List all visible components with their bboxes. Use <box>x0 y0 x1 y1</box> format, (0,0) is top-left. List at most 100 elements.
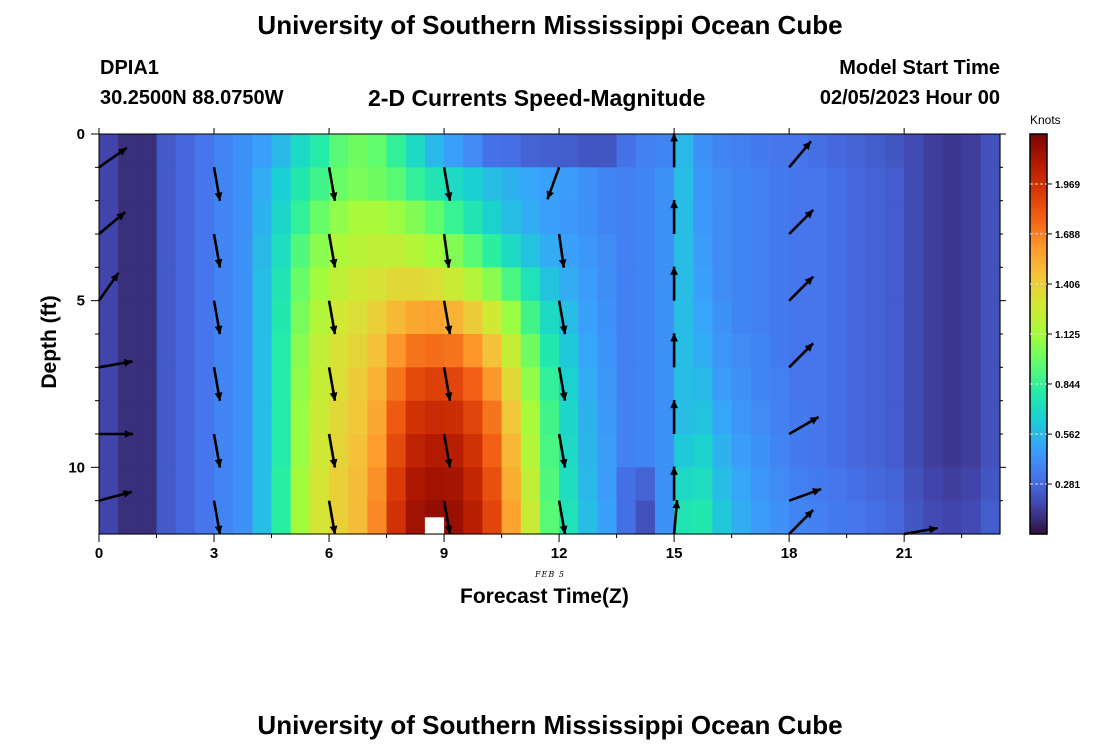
colorbar-segment <box>1030 181 1047 185</box>
heatmap-cell <box>309 200 330 235</box>
heatmap-cell <box>769 167 790 202</box>
heatmap-cell <box>808 367 829 402</box>
heatmap-cell <box>99 434 119 468</box>
colorbar-segment <box>1030 221 1047 225</box>
heatmap-cell <box>252 234 273 268</box>
heatmap-cell <box>884 400 905 435</box>
heatmap-cell <box>980 434 1001 468</box>
heatmap-cell <box>501 434 522 468</box>
heatmap-cell <box>616 400 637 435</box>
colorbar-segment <box>1030 269 1047 273</box>
heatmap-cell <box>520 434 541 468</box>
heatmap-cell <box>348 200 368 235</box>
heatmap-cell <box>578 467 599 502</box>
colorbar-segment <box>1030 164 1047 168</box>
colorbar-segment <box>1030 251 1047 255</box>
heatmap-cell <box>904 167 924 202</box>
heatmap-cell <box>520 134 541 168</box>
colorbar-segment <box>1030 454 1047 458</box>
heatmap-cell <box>980 367 1001 402</box>
heatmap-cell <box>367 200 388 235</box>
vector-head <box>329 192 338 201</box>
heatmap-cell <box>635 167 656 202</box>
heatmap-cell <box>348 167 368 202</box>
heatmap-cell <box>789 467 809 502</box>
heatmap-cell <box>654 234 675 268</box>
heatmap-cell <box>693 234 714 268</box>
colorbar-segment <box>1030 439 1047 443</box>
heatmap-cell <box>731 400 752 435</box>
heatmap-cell <box>444 334 464 368</box>
heatmap-cell <box>731 467 752 502</box>
colorbar-segment <box>1030 494 1047 498</box>
heatmap-cell <box>405 300 426 335</box>
heatmap-cell <box>923 500 944 535</box>
heatmap-cell <box>827 467 848 502</box>
heatmap-cell <box>539 267 560 302</box>
heatmap-cell <box>520 400 541 435</box>
heatmap-cell <box>252 434 273 468</box>
heatmap-cell <box>137 234 158 268</box>
colorbar-segment <box>1030 504 1047 508</box>
heatmap-cell <box>118 200 138 235</box>
heatmap-cell <box>827 134 848 168</box>
colorbar-segment <box>1030 229 1047 233</box>
heatmap-cell <box>923 367 944 402</box>
heatmap-cell <box>271 267 292 302</box>
heatmap-cell <box>769 134 790 168</box>
vector-head <box>809 417 819 425</box>
heatmap-cell <box>961 267 982 302</box>
date-annotation: FEB 5 <box>535 570 565 579</box>
vector-head <box>443 259 452 268</box>
colorbar-segment <box>1030 211 1047 215</box>
colorbar-segment <box>1030 529 1047 533</box>
heatmap-cell <box>233 467 253 502</box>
heatmap-cell <box>769 434 790 468</box>
current-vector-arrow <box>903 525 938 536</box>
heatmap-cell <box>961 134 982 168</box>
heatmap-cell <box>194 300 215 335</box>
heatmap-cell <box>175 267 196 302</box>
vector-head <box>110 272 119 282</box>
colorbar-segment <box>1030 326 1047 330</box>
colorbar-segment <box>1030 376 1047 380</box>
heatmap-cell <box>750 367 771 402</box>
heatmap-cell <box>674 134 694 168</box>
colorbar-segment <box>1030 169 1047 173</box>
heatmap-cell <box>290 200 311 235</box>
heatmap-cell <box>233 434 253 468</box>
heatmap-cell <box>808 500 829 535</box>
heatmap-cell <box>386 200 407 235</box>
heatmap-cell <box>252 367 273 402</box>
heatmap-cell <box>99 367 119 402</box>
heatmap-cell <box>463 434 484 468</box>
heatmap-cell <box>348 334 368 368</box>
heatmap-cell <box>99 300 119 335</box>
heatmap-cell <box>463 334 484 368</box>
heatmap-cell <box>175 434 196 468</box>
heatmap-cell <box>482 334 503 368</box>
heatmap-cell <box>980 134 1001 168</box>
x-axis-label: Forecast Time(Z) <box>460 585 629 608</box>
heatmap-cell <box>405 267 426 302</box>
heatmap-cell <box>846 234 867 268</box>
colorbar-segment <box>1030 274 1047 278</box>
heatmap-cell <box>175 400 196 435</box>
heatmap-cell <box>559 134 579 168</box>
chart-subtitle: 2-D Currents Speed-Magnitude <box>368 85 706 111</box>
heatmap-cell <box>309 400 330 435</box>
heatmap-cell <box>884 200 905 235</box>
heatmap-cell <box>923 167 944 202</box>
heatmap-cell <box>175 367 196 402</box>
colorbar-segment <box>1030 354 1047 358</box>
model-start-label: Model Start Time <box>839 57 1000 79</box>
colorbar-segment <box>1030 464 1047 468</box>
heatmap-cell <box>693 200 714 235</box>
heatmap-cell <box>252 467 273 502</box>
colorbar-segment <box>1030 361 1047 365</box>
colorbar-segment <box>1030 241 1047 245</box>
colorbar-segment <box>1030 406 1047 410</box>
heatmap-cell <box>137 134 158 168</box>
colorbar-segment <box>1030 336 1047 340</box>
heatmap-cell <box>444 134 464 168</box>
